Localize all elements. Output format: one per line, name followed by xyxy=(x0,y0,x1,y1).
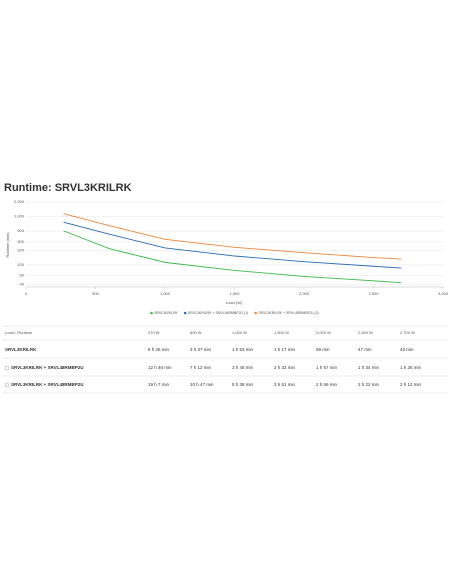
legend-marker xyxy=(150,311,153,315)
legend-label: SRVL3KRILRK + SRVL48RMBP2U (1) xyxy=(188,311,248,315)
table-cell: 47 min xyxy=(358,347,372,352)
x-tick-label: 2,000 xyxy=(299,291,310,296)
row-label: SRVL3KRILRK + SRVL48RMBP2U xyxy=(11,365,83,370)
table-header: 2,700 W xyxy=(400,330,415,335)
x-tick-label: 1,000 xyxy=(160,291,171,296)
table-cell: 12 h 46 min xyxy=(148,365,172,370)
table-cell: 3 h 37 min xyxy=(190,347,212,352)
table-cell: 1 h 26 min xyxy=(400,365,422,370)
legend-label: SRVL3KRILRK + SRVL48RMBP2U (2) xyxy=(258,311,318,315)
series-line xyxy=(63,213,402,260)
table-header: 1,000 W xyxy=(232,330,247,335)
y-tick-label: 300 xyxy=(17,239,24,244)
y-tick-label: 1,000 xyxy=(14,214,25,219)
y-tick-label: 100 xyxy=(17,262,24,267)
table-cell: 2 h 12 min xyxy=(400,382,422,387)
table-cell: 1 h 17 min xyxy=(274,347,296,352)
table-cell: 58 min xyxy=(316,347,330,352)
table-cell: 19 h 7 min xyxy=(148,382,170,387)
table-cell: 1 h 57 min xyxy=(316,365,338,370)
legend-label: SRVL3KRILRK xyxy=(154,311,178,315)
table-header: 2,500 W xyxy=(358,330,373,335)
table-header: 600 W xyxy=(190,330,202,335)
y-tick-label: 500 xyxy=(17,228,24,233)
legend-marker xyxy=(183,311,187,315)
table-cell: 2 h 22 min xyxy=(358,382,380,387)
x-tick-label: 2,500 xyxy=(368,291,379,296)
qty-badge xyxy=(4,382,10,388)
table-header: 270 W xyxy=(148,330,160,335)
x-axis-label: Load (W) xyxy=(226,300,243,305)
legend-marker xyxy=(254,311,257,315)
x-tick-label: 500 xyxy=(92,291,99,296)
y-tick-label: 2,000 xyxy=(14,199,25,204)
table-cell: 5 h 38 min xyxy=(232,382,254,387)
table-cell: 7 h 12 min xyxy=(190,365,212,370)
y-axis-label: Runtime (min) xyxy=(5,232,10,258)
table-cell: 43 min xyxy=(400,347,414,352)
table-header: 2,000 W xyxy=(316,330,331,335)
table-cell: 2 h 59 min xyxy=(316,382,338,387)
table-cell: 3 h 51 min xyxy=(274,382,296,387)
table-cell: 3 h 45 min xyxy=(232,365,254,370)
x-tick-label: 1,500 xyxy=(229,291,240,296)
y-tick-label: 60 xyxy=(20,273,25,278)
row-label: SRVL3KRILRK xyxy=(5,347,37,352)
table-cell: 8 h 26 min xyxy=(148,347,170,352)
table-cell: 1 h 34 min xyxy=(358,365,380,370)
x-tick-label: 3,000 xyxy=(438,291,449,296)
table-header: Load / Runtime xyxy=(5,330,33,335)
y-tick-label: 40 xyxy=(20,281,25,286)
table-cell: 10 h 47 min xyxy=(190,382,214,387)
x-tick-label: 0 xyxy=(25,291,28,296)
y-tick-label: 200 xyxy=(17,247,24,252)
series-line xyxy=(63,230,402,284)
table-cell: 1 h 53 min xyxy=(232,347,254,352)
series-line xyxy=(63,221,402,269)
table-header: 1,500 W xyxy=(274,330,289,335)
qty-badge xyxy=(4,365,10,371)
row-label: SRVL3KRILRK + SRVL48RMBP2U xyxy=(11,382,83,387)
chart-title: Runtime: SRVL3KRILRK xyxy=(4,182,132,194)
table-cell: 2 h 33 min xyxy=(274,365,296,370)
